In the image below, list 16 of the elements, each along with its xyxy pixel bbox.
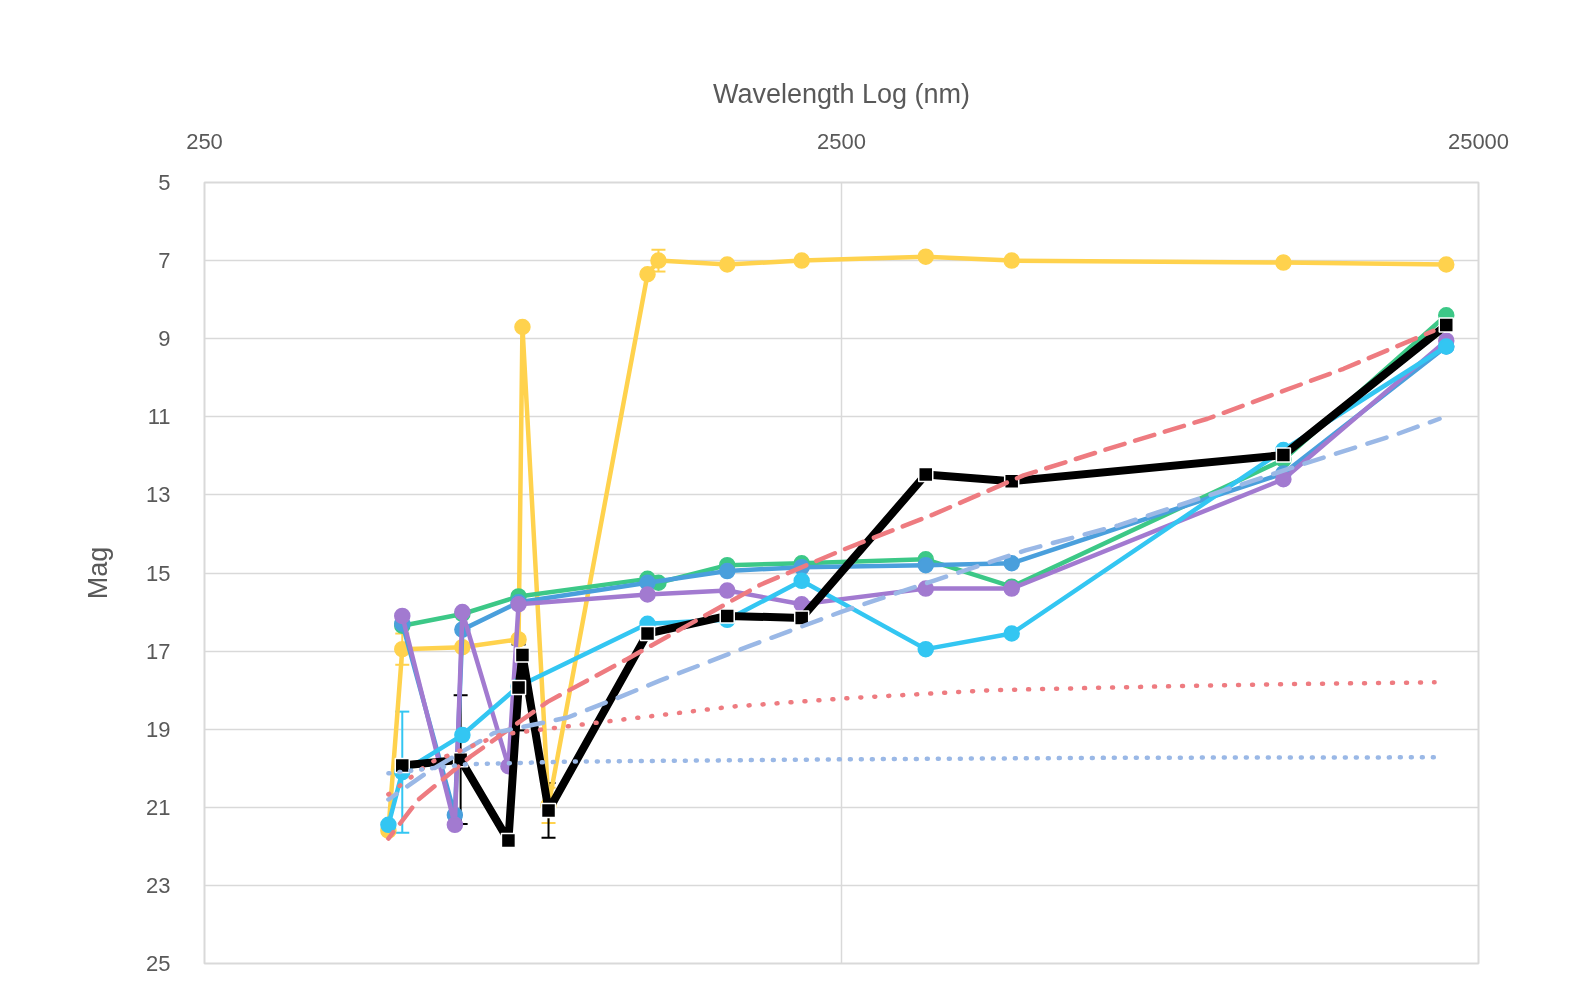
y-tick-label: 19: [146, 716, 171, 742]
x-axis-title: Wavelength Log (nm): [712, 78, 971, 109]
y-tick-label: 7: [158, 248, 171, 274]
y-axis-title: Mag: [83, 546, 114, 600]
x-tick-label: 2500: [817, 128, 866, 154]
y-tick-label: 5: [158, 170, 171, 195]
y-tick-label: 9: [158, 326, 171, 352]
y-tick-label: 23: [146, 872, 171, 898]
y-tick-label: 13: [146, 482, 171, 508]
y-tick-label: 11: [147, 404, 171, 430]
y-tick-label: 15: [146, 560, 171, 586]
y-tick-label: 21: [146, 794, 171, 820]
x-tick-label: 250: [186, 128, 223, 154]
y-tick-label: 25: [146, 951, 171, 976]
y-tick-label: 17: [146, 638, 171, 664]
x-tick-label: 25000: [1447, 128, 1510, 154]
